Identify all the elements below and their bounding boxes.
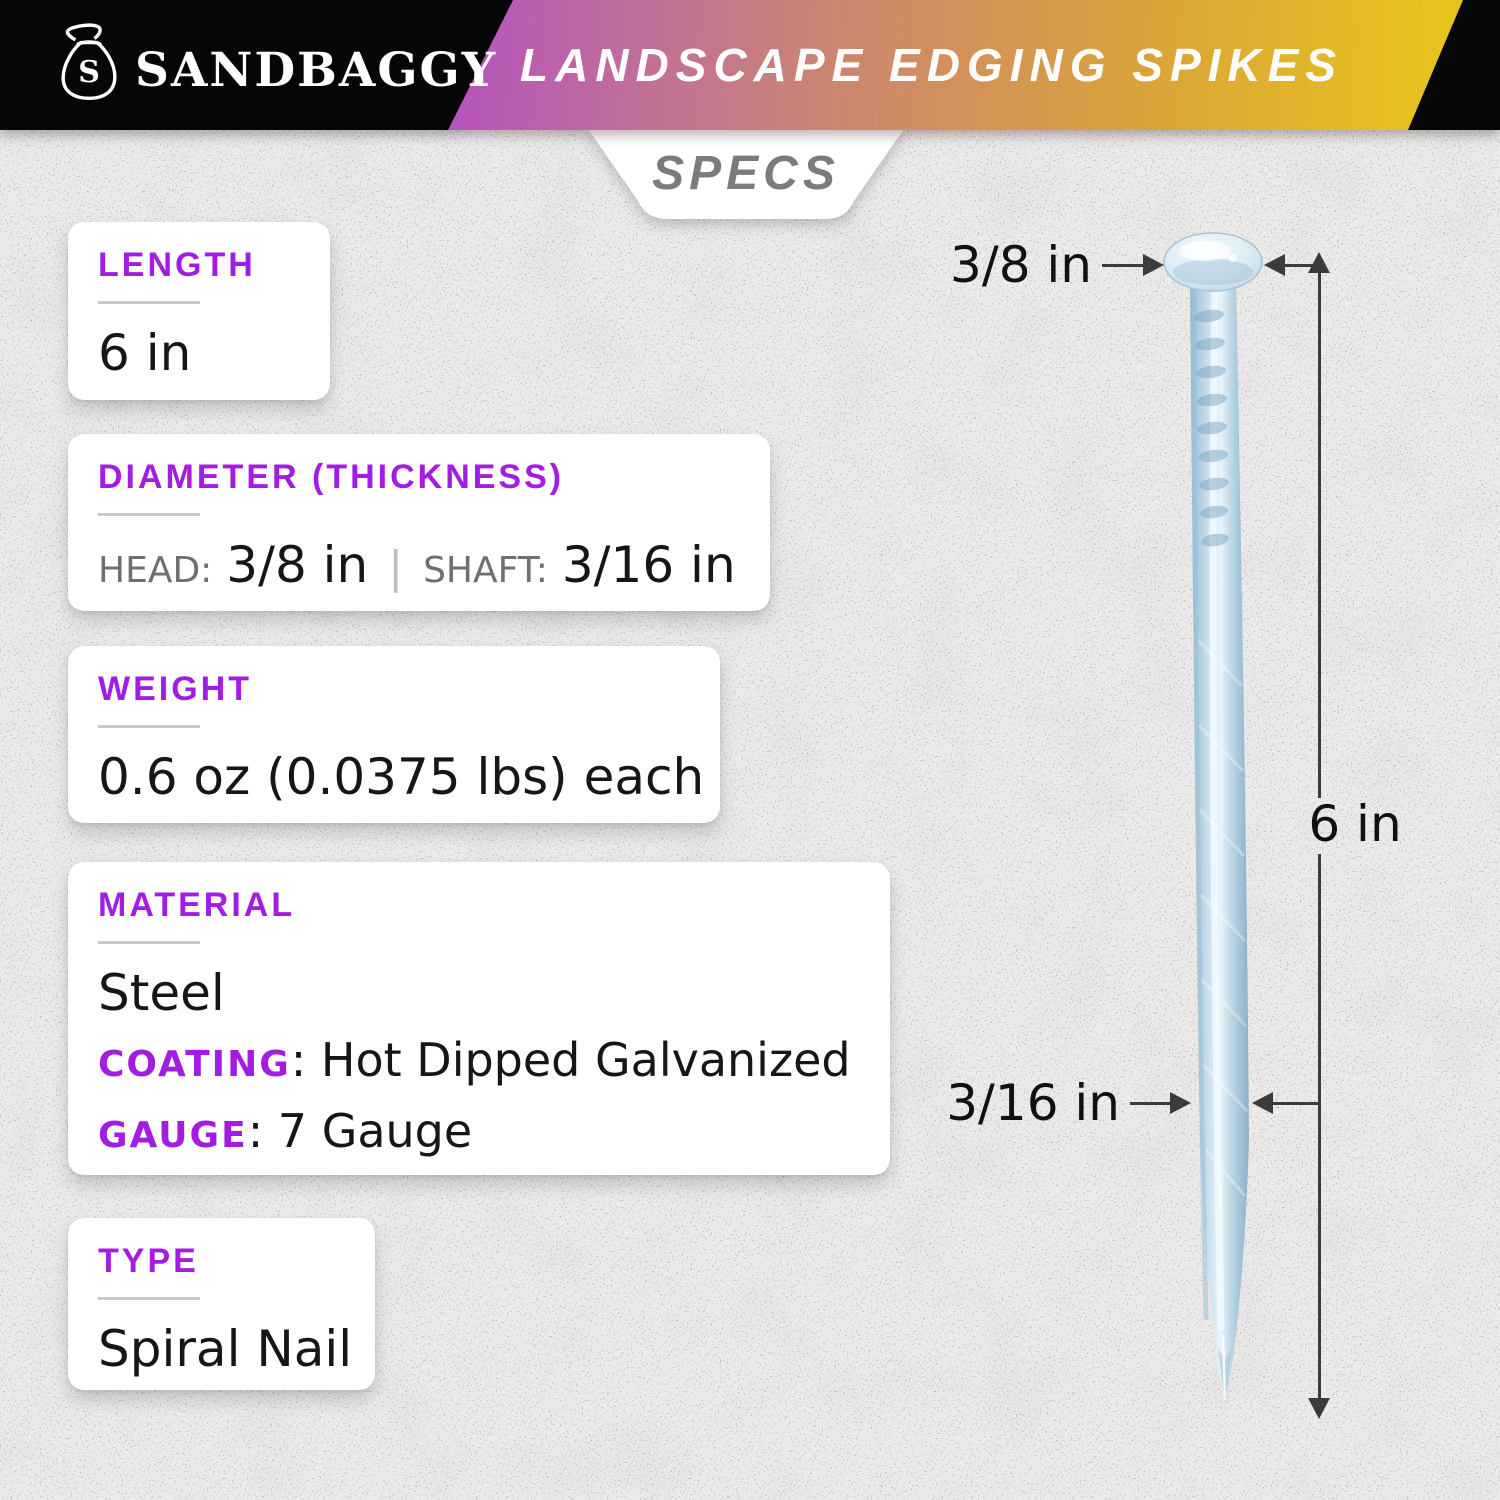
nail-shaft — [1190, 276, 1249, 1405]
card-length: LENGTH 6 in — [68, 222, 330, 400]
card-weight-heading: WEIGHT — [98, 670, 252, 708]
spiral-nail-image — [1163, 232, 1263, 1405]
specs-tab-shape — [588, 129, 904, 219]
brand-logo: S SANDBAGGY — [55, 22, 497, 104]
heading-rule — [98, 1297, 200, 1300]
card-weight: WEIGHT 0.6 oz (0.0375 lbs) each — [68, 646, 720, 823]
head-label: HEAD: — [98, 550, 213, 591]
top-banner: S SANDBAGGY LANDSCAPE EDGING SPIKES — [0, 0, 1500, 130]
gauge-value: : 7 Gauge — [247, 1104, 473, 1158]
shaft-dim-arrow-left-icon — [1252, 1092, 1273, 1114]
card-diameter-heading: DIAMETER (THICKNESS) — [98, 458, 565, 496]
head-value: 3/8 in — [226, 536, 369, 594]
gauge-row: GAUGE : 7 Gauge — [98, 1103, 890, 1164]
spiral-streaks — [1196, 638, 1249, 1197]
length-dim-arrow-up-icon — [1308, 252, 1330, 273]
shaft-label: SHAFT: — [423, 550, 548, 591]
head-width-label: 3/8 in — [950, 236, 1092, 294]
card-diameter: DIAMETER (THICKNESS) HEAD: 3/8 in | SHAF… — [68, 434, 770, 611]
heading-rule — [98, 941, 200, 944]
gauge-label: GAUGE — [98, 1115, 248, 1156]
shaft-dim-line-right — [1272, 1102, 1318, 1105]
total-length-label: 6 in — [1308, 795, 1402, 853]
specs-tab-label: SPECS — [652, 147, 840, 200]
coating-row: COATING : Hot Dipped Galvanized — [98, 1032, 890, 1093]
spiral-ridges — [1194, 309, 1229, 547]
divider-bar: | — [388, 542, 404, 593]
coating-label: COATING — [98, 1044, 291, 1085]
shaft-width-label: 3/16 in — [946, 1074, 1120, 1132]
card-type: TYPE Spiral Nail — [68, 1218, 375, 1390]
head-dim-arrow-right-icon — [1143, 254, 1164, 276]
length-dim-arrow-down-icon — [1308, 1398, 1330, 1419]
card-material-heading: MATERIAL — [98, 886, 296, 924]
head-dim-line-left — [1102, 264, 1148, 267]
card-material-value: Steel — [98, 964, 225, 1022]
card-material: MATERIAL Steel COATING : Hot Dipped Galv… — [68, 862, 890, 1175]
sandbag-icon: S — [61, 23, 117, 101]
card-length-value: 6 in — [98, 324, 192, 382]
heading-rule — [98, 725, 200, 728]
card-length-heading: LENGTH — [98, 246, 256, 284]
heading-rule — [98, 513, 200, 516]
banner-gradient-panel — [448, 0, 1463, 130]
shaft-dim-arrow-right-icon — [1170, 1092, 1191, 1114]
bag-letter: S — [78, 55, 100, 90]
card-weight-value: 0.6 oz (0.0375 lbs) each — [98, 748, 705, 806]
card-type-value: Spiral Nail — [98, 1320, 353, 1378]
diameter-values-row: HEAD: 3/8 in | SHAFT: 3/16 in — [98, 536, 770, 594]
head-dim-line-right — [1283, 264, 1318, 267]
heading-rule — [98, 301, 200, 304]
shaft-dim-line-left — [1130, 1102, 1174, 1105]
length-dim-line-upper — [1318, 271, 1321, 798]
card-type-heading: TYPE — [98, 1242, 199, 1280]
brand-name: SANDBAGGY — [135, 42, 498, 98]
head-dim-arrow-left-icon — [1264, 254, 1285, 276]
shaft-value: 3/16 in — [561, 536, 736, 594]
length-dim-line-lower — [1318, 854, 1321, 1400]
banner-title: LANDSCAPE EDGING SPIKES — [520, 39, 1343, 91]
coating-value: : Hot Dipped Galvanized — [290, 1033, 851, 1087]
